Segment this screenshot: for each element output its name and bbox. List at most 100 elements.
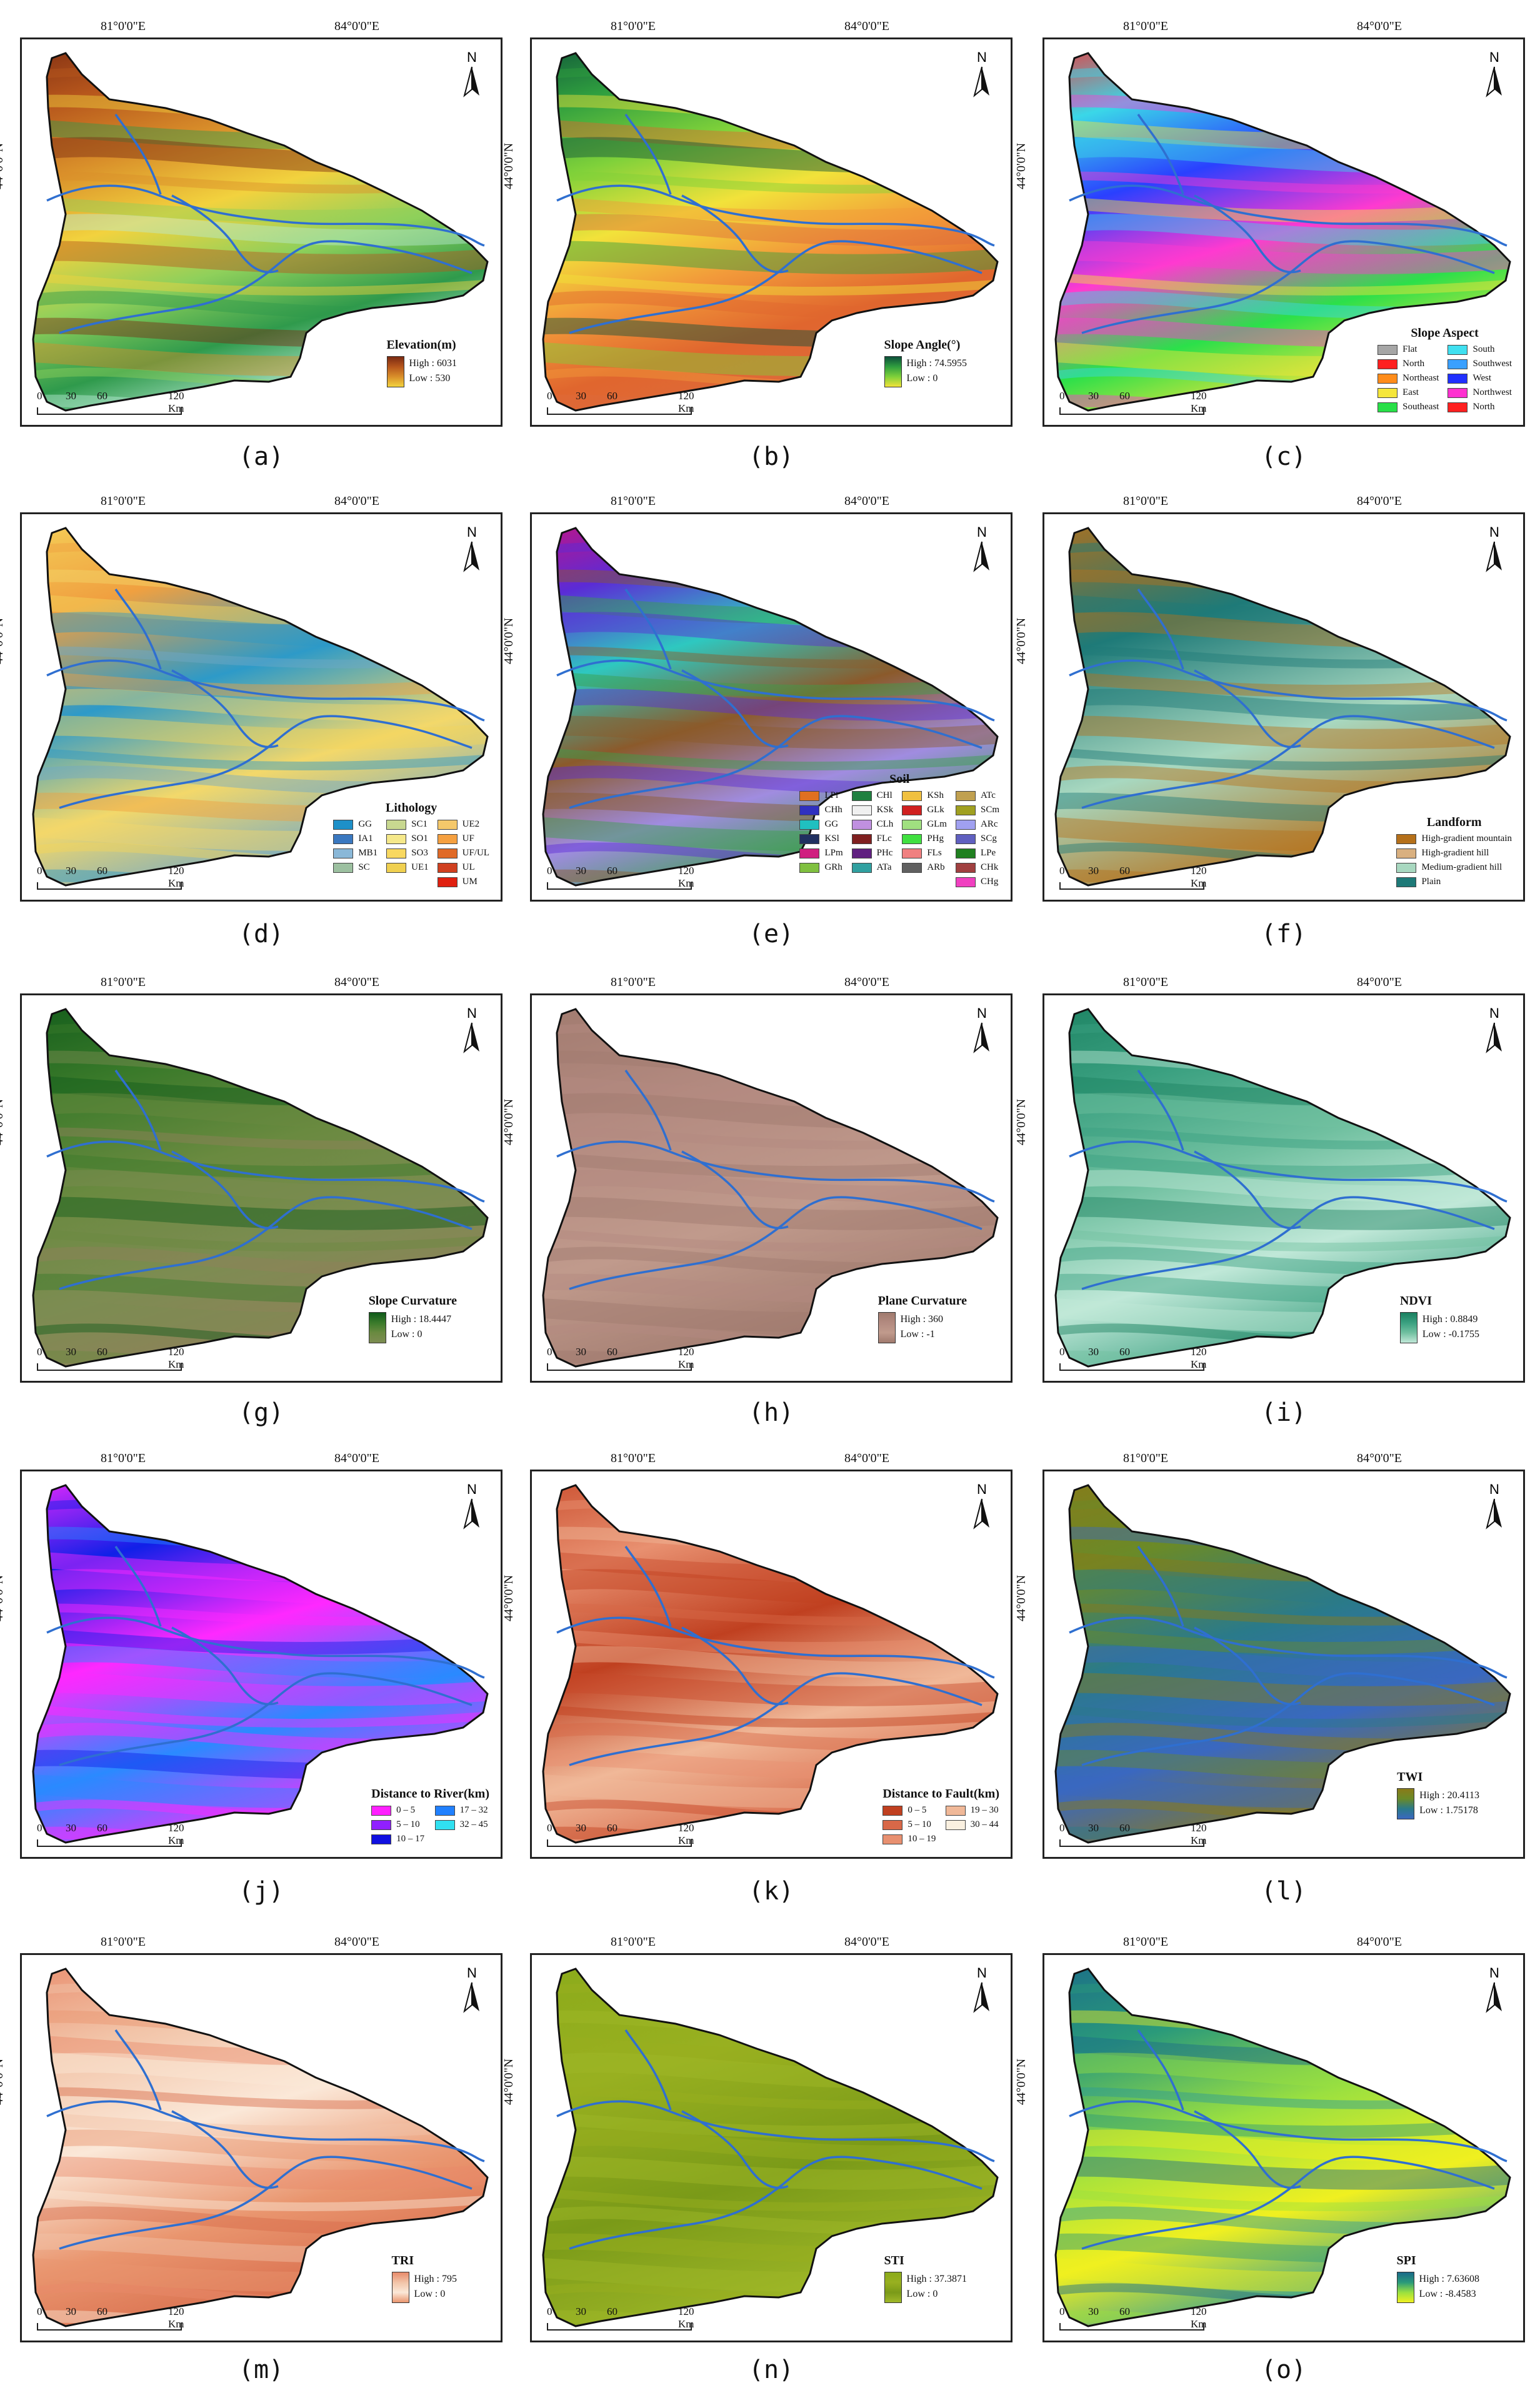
scale-tick-label: 120 Km bbox=[168, 865, 184, 889]
scale-tick-label: 0 bbox=[547, 2306, 552, 2317]
north-arrow-icon: N bbox=[968, 1005, 996, 1054]
legend-color-ramp bbox=[1399, 1312, 1418, 1343]
map-f bbox=[1054, 527, 1511, 887]
legend-item-label: Southwest bbox=[1472, 359, 1512, 369]
legend-swatch bbox=[333, 848, 354, 858]
legend-title: Slope Aspect bbox=[1411, 326, 1479, 340]
legend-low-label: Low : 0 bbox=[414, 2289, 446, 2299]
legend-swatch bbox=[902, 833, 922, 844]
scale-bar: 0 30 60 120 Km bbox=[1059, 865, 1222, 890]
map-panel-g: 81°0'0"E 84°0'0"E 44°0'0"N N 0 30 60 120 Km Slop… bbox=[0, 975, 502, 1383]
legend-title: SPI bbox=[1396, 2254, 1416, 2267]
scale-tick-label: 30 bbox=[1088, 865, 1099, 877]
scale-bar: 0 30 60 120 Km bbox=[547, 1346, 709, 1371]
scale-tick-label: 0 bbox=[1059, 1346, 1065, 1358]
river-line bbox=[1194, 669, 1301, 749]
legend-item-label: PHc bbox=[876, 848, 893, 858]
north-arrow-icon: N bbox=[458, 1965, 486, 2014]
legend-title: Distance to Fault(km) bbox=[882, 1787, 999, 1801]
scale-tick-label: 60 bbox=[97, 865, 108, 877]
legend-item-label: GG bbox=[824, 819, 839, 829]
legend-item: GG bbox=[799, 819, 842, 830]
longitude-label: 84°0'0"E bbox=[1357, 975, 1402, 989]
longitude-label: 84°0'0"E bbox=[1357, 19, 1402, 33]
legend-swatch bbox=[437, 833, 458, 844]
legend-item bbox=[386, 877, 429, 887]
scale-bar: 0 30 60 120 Km bbox=[37, 865, 199, 890]
panel-caption: (f) bbox=[1261, 920, 1307, 948]
legend-swatch bbox=[386, 862, 407, 873]
legend-item-label: ARb bbox=[927, 862, 945, 872]
legend-item: PHg bbox=[902, 833, 947, 844]
river-line bbox=[114, 114, 162, 195]
legend-swatch bbox=[371, 1834, 392, 1844]
legend-item: 5 – 10 bbox=[882, 1819, 936, 1830]
map-panel-h: 81°0'0"E 84°0'0"E 44°0'0"N N 0 30 60 120 Km Plan… bbox=[502, 975, 1012, 1383]
legend-swatch bbox=[851, 790, 872, 801]
map-o bbox=[1054, 1968, 1511, 2327]
map-i bbox=[1054, 1008, 1511, 1368]
panel-caption: (b) bbox=[748, 442, 794, 471]
scale-tick-label: 120 Km bbox=[678, 1822, 694, 1846]
longitude-label: 84°0'0"E bbox=[844, 975, 889, 989]
scale-tick-label: 120 Km bbox=[168, 2306, 184, 2330]
river-line bbox=[1069, 2100, 1508, 2162]
river-line bbox=[681, 669, 789, 749]
river-line bbox=[46, 1616, 485, 1679]
scale-tick-label: 60 bbox=[607, 2306, 618, 2317]
legend-swatch bbox=[386, 848, 407, 858]
legend-swatch bbox=[799, 848, 820, 858]
legend-item: SCm bbox=[955, 805, 999, 815]
legend-swatch bbox=[955, 862, 976, 873]
scale-bar: 0 30 60 120 Km bbox=[547, 2306, 709, 2331]
legend-item: South bbox=[1448, 344, 1512, 355]
scale-bar-line bbox=[37, 1363, 182, 1371]
legend-swatch bbox=[437, 848, 458, 858]
legend-item: UL bbox=[437, 862, 489, 873]
north-arrow-icon: N bbox=[1481, 1481, 1508, 1530]
legend-item bbox=[333, 877, 378, 887]
legend-title: Landform bbox=[1426, 815, 1482, 829]
scale-tick-label: 30 bbox=[1088, 1822, 1099, 1834]
legend-color-ramp bbox=[884, 356, 902, 387]
longitude-label: 81°0'0"E bbox=[101, 494, 146, 508]
legend-low-label: Low : -8.4583 bbox=[1419, 2289, 1476, 2299]
legend-swatch bbox=[799, 833, 820, 844]
river-line bbox=[1069, 184, 1508, 247]
map-legend: Distance to Fault(km) 0 – 5 19 – 30 5 – 10 3… bbox=[882, 1787, 999, 1844]
legend-item-label: Flat bbox=[1402, 344, 1418, 354]
scale-bar-line bbox=[1059, 1363, 1204, 1371]
legend-high-label: High : 74.5955 bbox=[906, 358, 967, 369]
legend-swatch bbox=[1378, 402, 1398, 412]
latitude-label: 44°0'0"N bbox=[1014, 2058, 1028, 2105]
legend-item-label: CHl bbox=[876, 790, 892, 800]
legend-swatch bbox=[955, 819, 976, 830]
north-arrow-icon: N bbox=[968, 1965, 996, 2014]
legend-high-label: High : 6031 bbox=[409, 358, 457, 369]
legend-item: CLh bbox=[851, 819, 894, 830]
scale-tick-label: 60 bbox=[1119, 2306, 1130, 2317]
longitude-label: 84°0'0"E bbox=[844, 494, 889, 508]
river-line bbox=[556, 1140, 995, 1203]
legend-item: 0 – 5 bbox=[371, 1805, 426, 1816]
latitude-label: 44°0'0"N bbox=[0, 617, 6, 664]
longitude-label: 81°0'0"E bbox=[101, 975, 146, 989]
legend-low-label: Low : 0 bbox=[391, 1329, 422, 1340]
legend-swatch bbox=[434, 1805, 455, 1816]
scale-bar: 0 30 60 120 Km bbox=[37, 1822, 199, 1847]
river-line bbox=[556, 1616, 995, 1679]
scale-bar-line bbox=[547, 1839, 692, 1847]
scale-tick-label: 60 bbox=[607, 865, 618, 877]
legend-swatch bbox=[902, 790, 922, 801]
map-k bbox=[542, 1484, 999, 1844]
scale-tick-label: 30 bbox=[576, 390, 586, 402]
map-panel-i: 81°0'0"E 84°0'0"E 44°0'0"N N 0 30 60 120 Km NDVI… bbox=[1014, 975, 1525, 1383]
legend-item-label: KSl bbox=[824, 833, 839, 843]
legend-low-label: Low : -0.1755 bbox=[1422, 1329, 1479, 1340]
north-label: N bbox=[977, 524, 987, 540]
legend-item-label: LPe bbox=[980, 848, 996, 858]
legend-swatch bbox=[1378, 387, 1398, 398]
legend-item: North bbox=[1448, 402, 1512, 412]
scale-bar-line bbox=[1059, 1839, 1204, 1847]
legend-item-label: 30 – 44 bbox=[970, 1819, 999, 1829]
